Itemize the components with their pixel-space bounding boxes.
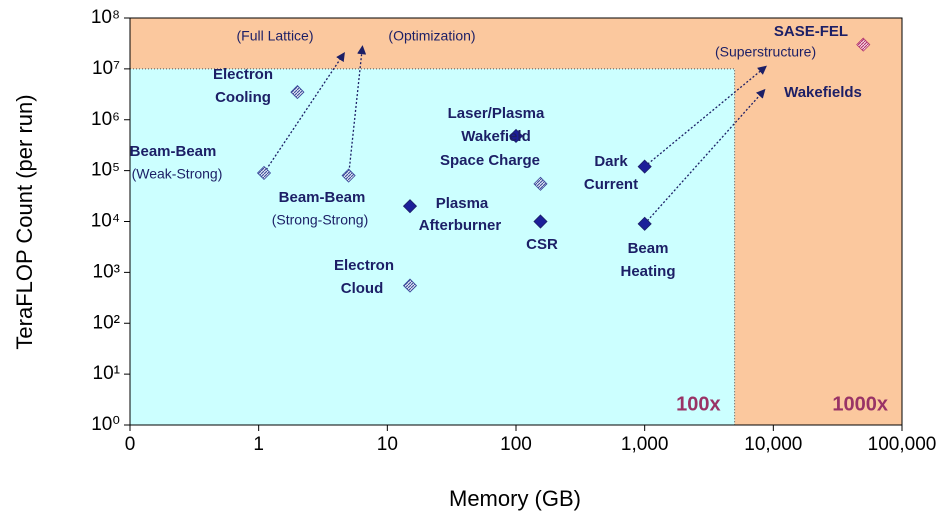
data-point — [856, 37, 871, 52]
projection-label: (Full Lattice) — [236, 28, 313, 44]
x-axis-title: Memory (GB) — [449, 486, 581, 511]
point-label: Laser/Plasma — [448, 105, 545, 122]
x-tick-label: 10,000 — [744, 434, 802, 455]
x-tick-label: 1 — [253, 434, 264, 455]
data-point — [290, 85, 305, 100]
x-tick-label: 100,000 — [868, 434, 937, 455]
y-tick-label: 10⁶ — [91, 109, 120, 130]
point-label: Current — [584, 176, 638, 193]
point-label: Heating — [620, 263, 675, 280]
projection-label: Wakefields — [784, 84, 862, 101]
point-label: Beam-Beam — [130, 143, 217, 160]
point-label: Cloud — [341, 280, 384, 297]
projection-arrow — [347, 45, 367, 176]
y-tick-label: 10¹ — [93, 363, 120, 384]
projection-point — [343, 53, 345, 55]
y-axis-title: TeraFLOP Count (per run) — [12, 94, 37, 349]
data-point — [533, 214, 548, 229]
data-point — [637, 159, 652, 174]
region-label: 1000x — [832, 393, 888, 415]
data-point — [402, 199, 418, 214]
region-border — [130, 68, 736, 425]
y-tick-label: 10⁴ — [91, 211, 120, 232]
projection-point — [763, 89, 765, 91]
y-tick-label: 10² — [93, 312, 120, 333]
region — [130, 68, 735, 425]
projection-label: (Optimization) — [388, 28, 475, 44]
point-label: Beam-Beam — [279, 189, 366, 206]
projection-arrow — [644, 88, 766, 225]
point-label: Dark — [594, 153, 628, 170]
point-label: Electron — [334, 257, 394, 274]
data-point — [533, 176, 548, 191]
data-point — [341, 168, 356, 183]
point-label: Cooling — [215, 89, 271, 106]
data-point — [637, 216, 652, 231]
projection-point — [765, 66, 767, 68]
projection-label: (Superstructure) — [715, 43, 816, 59]
x-tick-label: 100 — [500, 434, 532, 455]
y-tick-label: 10⁷ — [92, 58, 120, 79]
x-tick-label: 1,000 — [621, 434, 669, 455]
y-tick-label: 10³ — [93, 261, 120, 282]
y-tick-label: 10⁸ — [91, 7, 120, 28]
point-label: Wakefield — [461, 128, 530, 145]
point-label: SASE-FEL — [774, 23, 848, 40]
data-point — [402, 278, 418, 293]
x-tick-label: 0 — [125, 434, 136, 455]
region-label: 100x — [676, 393, 721, 415]
point-label: Space Charge — [440, 152, 540, 169]
data-point — [508, 128, 524, 144]
data-point — [256, 165, 272, 181]
point-label: Beam — [628, 240, 669, 257]
y-tick-label: 10⁵ — [91, 160, 120, 181]
y-tick-label: 10⁰ — [91, 414, 120, 435]
point-note: (Strong-Strong) — [272, 212, 368, 228]
point-note: (Weak-Strong) — [132, 166, 223, 182]
point-label: Afterburner — [419, 217, 502, 234]
x-tick-label: 10 — [377, 434, 398, 455]
point-label: CSR — [526, 236, 558, 253]
plot: 1000x 100x Electron Cooling (Full Lattice) Be… — [129, 17, 903, 426]
point-label: Electron — [213, 66, 273, 83]
projection-point — [361, 46, 363, 48]
point-label: Plasma — [436, 195, 489, 212]
